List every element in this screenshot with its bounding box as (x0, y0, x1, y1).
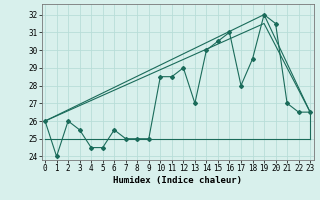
X-axis label: Humidex (Indice chaleur): Humidex (Indice chaleur) (113, 176, 242, 185)
